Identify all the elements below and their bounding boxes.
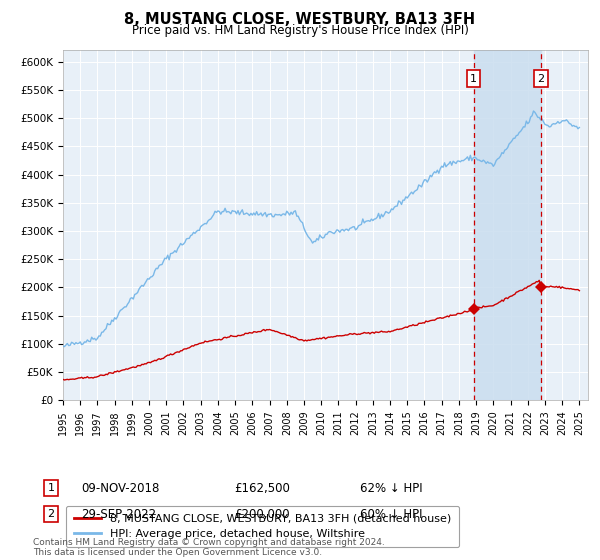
Text: 60% ↓ HPI: 60% ↓ HPI bbox=[360, 507, 422, 521]
Text: 2: 2 bbox=[537, 73, 544, 83]
Text: 1: 1 bbox=[470, 73, 477, 83]
Text: 2: 2 bbox=[47, 509, 55, 519]
Text: 62% ↓ HPI: 62% ↓ HPI bbox=[360, 482, 422, 495]
Text: Price paid vs. HM Land Registry's House Price Index (HPI): Price paid vs. HM Land Registry's House … bbox=[131, 24, 469, 37]
Text: 1: 1 bbox=[47, 483, 55, 493]
Text: £162,500: £162,500 bbox=[234, 482, 290, 495]
Bar bbox=[473, 50, 541, 400]
Text: Contains HM Land Registry data © Crown copyright and database right 2024.
This d: Contains HM Land Registry data © Crown c… bbox=[33, 538, 385, 557]
Text: 29-SEP-2022: 29-SEP-2022 bbox=[81, 507, 156, 521]
Text: £200,000: £200,000 bbox=[234, 507, 290, 521]
Legend: 8, MUSTANG CLOSE, WESTBURY, BA13 3FH (detached house), HPI: Average price, detac: 8, MUSTANG CLOSE, WESTBURY, BA13 3FH (de… bbox=[66, 506, 460, 547]
Text: 09-NOV-2018: 09-NOV-2018 bbox=[81, 482, 160, 495]
Text: 8, MUSTANG CLOSE, WESTBURY, BA13 3FH: 8, MUSTANG CLOSE, WESTBURY, BA13 3FH bbox=[124, 12, 476, 27]
